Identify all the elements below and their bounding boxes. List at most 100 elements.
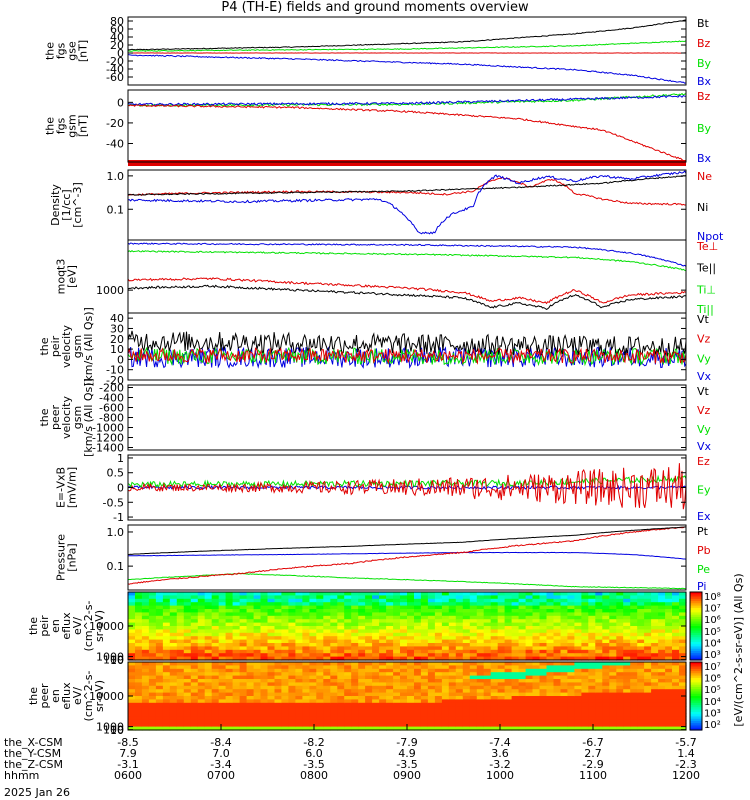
spectrogram-cell (148, 602, 157, 607)
spectrogram-cell (414, 646, 422, 651)
spectrogram-cell (337, 653, 345, 658)
spectrogram-cell (169, 679, 178, 683)
spectrogram-cell (455, 626, 464, 630)
spectrogram-cell (162, 699, 171, 704)
spectrogram-cell (434, 692, 443, 697)
spectrogram-cell (239, 629, 248, 634)
spectrogram-cell (420, 662, 429, 666)
spectrogram-cell (225, 662, 234, 666)
spectrogram-cell (309, 629, 317, 634)
spectrogram-cell (316, 646, 324, 651)
colorbar-cell (690, 662, 702, 665)
spectrogram-cell (665, 719, 673, 724)
spectrogram-cell (330, 653, 338, 658)
y-tick-label: 40 (110, 31, 124, 44)
spectrogram-cell (441, 609, 450, 613)
spectrogram-cell (239, 612, 248, 617)
spectrogram-cell (441, 689, 450, 694)
spectrogram-cell (155, 702, 164, 707)
spectrogram-cell (197, 626, 206, 630)
spectrogram-cell (644, 675, 652, 680)
spectrogram-cell (567, 622, 575, 627)
spectrogram-cell (679, 602, 687, 607)
spectrogram-cell (295, 639, 303, 644)
spectrogram-cell (372, 692, 380, 697)
spectrogram-cell (239, 595, 248, 600)
spectrogram-cell (462, 702, 471, 707)
spectrogram-cell (141, 713, 150, 717)
spectrogram-cell (651, 656, 659, 661)
spectrogram-cell (602, 665, 610, 670)
spectrogram-cell (658, 706, 666, 711)
spectrogram-cell (441, 602, 450, 607)
spectrogram-cell (455, 615, 464, 620)
spectrogram-cell (665, 709, 673, 714)
spectrogram-cell (239, 615, 248, 620)
spectrogram-cell (407, 675, 415, 680)
spectrogram-cell (574, 672, 582, 677)
spectrogram-cell (497, 689, 506, 694)
spectrogram-cell (434, 665, 443, 670)
colorbar-cell (690, 605, 702, 609)
spectrogram-cell (155, 653, 164, 658)
spectrogram-cell (302, 646, 310, 651)
spectrogram-cell (155, 709, 164, 714)
colorbar-cell (690, 716, 702, 720)
series-Vx (127, 345, 687, 369)
spectrogram-cell (197, 643, 206, 647)
spectrogram-cell (379, 646, 387, 651)
spectrogram-cell (365, 679, 373, 683)
spectrogram-cell (490, 716, 499, 721)
spectrogram-cell (637, 682, 645, 687)
spectrogram-cell (393, 719, 401, 724)
spectrogram-cell (553, 615, 562, 620)
spectrogram-cell (651, 699, 659, 704)
spectrogram-cell (407, 726, 415, 731)
spectrogram-cell (497, 609, 506, 613)
spectrogram-cell (309, 716, 317, 721)
spectrogram-cell (567, 653, 575, 658)
spectrogram-cell (365, 653, 373, 658)
spectrogram-cell (295, 643, 303, 647)
spectrogram-cell (267, 679, 276, 683)
spectrogram-cell (414, 726, 422, 731)
spectrogram-cell (393, 682, 401, 687)
spectrogram-cell (623, 723, 631, 728)
spectrogram-cell (630, 709, 638, 714)
spectrogram-cell (427, 689, 436, 694)
spectrogram-cell (588, 632, 596, 637)
spectrogram-cell (135, 612, 143, 617)
spectrogram-cell (407, 696, 415, 700)
spectrogram-cell (358, 665, 366, 670)
spectrogram-cell (267, 609, 276, 613)
spectrogram-cell (637, 595, 645, 600)
spectrogram-cell (420, 719, 429, 724)
spectrogram-cell (476, 639, 485, 644)
spectrogram-cell (672, 665, 680, 670)
spectrogram-cell (128, 682, 136, 687)
spectrogram-cell (316, 615, 324, 620)
spectrogram-cell (337, 696, 345, 700)
spectrogram-cell (141, 675, 150, 680)
spectrogram-cell (609, 602, 617, 607)
spectrogram-cell (225, 685, 234, 690)
spectrogram-cell (197, 639, 206, 644)
spectrogram-cell (434, 615, 443, 620)
spectrogram-cell (616, 646, 624, 651)
spectrogram-cell (141, 689, 150, 694)
spectrogram-cell (337, 699, 345, 704)
spectrogram-cell (162, 689, 171, 694)
spectrogram-cell (267, 639, 276, 644)
spectrogram-cell (358, 668, 366, 673)
colorbar-cell (690, 641, 702, 645)
spectrogram-cell (511, 699, 520, 704)
spectrogram-cell (344, 646, 352, 651)
spectrogram-cell (434, 609, 443, 613)
spectrogram-cell (225, 619, 234, 624)
spectrogram-cell (560, 668, 569, 673)
spectrogram-cell (595, 716, 603, 721)
spectrogram-cell (483, 612, 492, 617)
spectrogram-cell (539, 682, 548, 687)
spectrogram-cell (253, 636, 262, 641)
spectrogram-cell (595, 653, 603, 658)
